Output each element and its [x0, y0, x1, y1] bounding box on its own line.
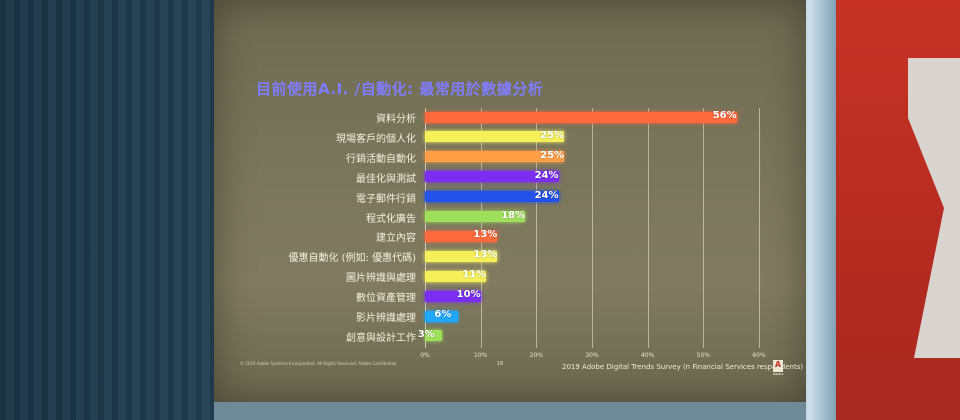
category-label: 優惠自動化 (例如: 優惠代碼) — [288, 253, 416, 265]
bar — [425, 151, 565, 163]
category-label: 創意與設計工作 — [346, 332, 416, 344]
gridline-20 — [536, 108, 538, 348]
bar — [425, 270, 487, 282]
x-tick-label: 20% — [529, 352, 543, 359]
bar — [425, 250, 498, 262]
category-label: 最佳化與測試 — [356, 173, 416, 185]
gridline-30 — [592, 108, 593, 348]
category-label: 電子郵件行銷 — [356, 193, 416, 205]
bar — [425, 111, 737, 123]
bar-value-label: 24% — [534, 189, 559, 201]
category-label: 行銷活動自動化 — [346, 153, 416, 165]
gridline-40 — [647, 108, 649, 348]
bar-value-label: 25% — [540, 129, 565, 141]
bar — [425, 211, 526, 222]
copyright-text: © 2019 Adobe Systems Incorporated. All R… — [240, 361, 398, 366]
bar — [425, 131, 565, 143]
adobe-logo-mark: A — [774, 360, 782, 369]
adobe-logo-text: Adobe — [772, 372, 784, 376]
bar — [425, 171, 559, 183]
page-number: 16 — [497, 361, 504, 367]
y-axis-line — [425, 108, 426, 348]
gridline-10 — [480, 108, 482, 348]
x-tick-label: 50% — [696, 352, 710, 359]
category-label: 現場客戶的個人化 — [336, 133, 416, 145]
slide-title: 目前使用A.I. /自動化: 最常用於數據分析 — [256, 80, 544, 98]
bar-value-label: 24% — [534, 169, 559, 181]
gridline-60 — [759, 108, 760, 348]
x-tick-label: 30% — [585, 352, 599, 359]
gridline-50 — [703, 108, 705, 348]
bar-value-label: 18% — [501, 209, 526, 221]
bar-value-label: 13% — [473, 249, 498, 261]
category-label: 影片辨識處理 — [356, 313, 416, 324]
bar-value-label: 11% — [462, 269, 487, 281]
category-label: 數位資產管理 — [356, 293, 416, 305]
bar — [425, 310, 459, 322]
projection-screen — [214, 0, 806, 405]
bar — [425, 191, 559, 203]
bar-value-label: 25% — [540, 149, 565, 161]
x-tick-label: 10% — [473, 352, 488, 359]
adobe-logo: A Adobe — [773, 360, 783, 376]
x-tick-label: 40% — [640, 352, 655, 359]
bar-value-label: 10% — [456, 289, 481, 301]
screen-bottom-strip — [214, 402, 806, 420]
banner-white-shape — [908, 58, 960, 358]
category-label: 建立內容 — [376, 233, 416, 245]
bar — [425, 330, 442, 342]
x-tick-label: 60% — [752, 352, 766, 359]
bar — [425, 230, 498, 242]
source-note: 2019 Adobe Digital Trends Survey (n Fina… — [562, 363, 804, 371]
bar — [425, 290, 481, 302]
category-label: 圖片辨識與處理 — [346, 273, 416, 285]
bar-value-label: 6% — [434, 309, 452, 320]
category-label: 程式化廣告 — [366, 213, 416, 225]
x-tick-label: 0% — [420, 352, 430, 359]
category-label: 資料分析 — [376, 114, 416, 125]
bar-value-label: 3% — [417, 328, 435, 340]
bar-value-label: 56% — [712, 110, 737, 121]
bar-value-label: 13% — [473, 229, 498, 241]
